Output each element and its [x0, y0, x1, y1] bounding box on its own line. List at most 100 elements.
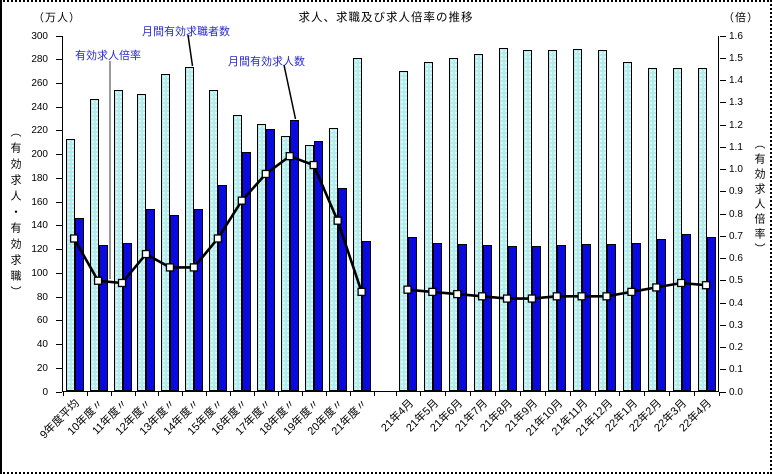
x-axis-tick [669, 392, 671, 396]
y-right-tick [720, 102, 726, 104]
y-right-tick [720, 191, 726, 193]
bar-openings [507, 246, 517, 391]
bar-seekers [209, 89, 219, 391]
bar-openings [557, 245, 567, 391]
y-left-tick-label: 20 [36, 362, 48, 374]
y-right-tick [720, 80, 726, 81]
bar-seekers [399, 70, 408, 391]
x-axis-tick [644, 392, 646, 396]
bar-seekers [353, 57, 363, 391]
bar-seekers [185, 67, 195, 391]
x-axis-tick [569, 392, 571, 396]
bar-seekers [137, 94, 147, 391]
x-axis-tick [694, 392, 696, 396]
y-left-tick-label: 80 [36, 291, 48, 303]
x-axis-tick [110, 392, 112, 396]
bar-openings [74, 217, 84, 391]
x-axis-tick [445, 392, 447, 396]
y-right-tick-label: 0.4 [729, 297, 743, 309]
bar-seekers [573, 49, 583, 391]
x-axis-tick [158, 392, 160, 396]
y-left-tick-label: 240 [31, 101, 48, 113]
plot-area [56, 35, 726, 396]
seekers-series-label: 月間有効求職者数 [142, 26, 230, 38]
x-axis-tick [470, 392, 472, 396]
bar-openings [706, 236, 716, 391]
bar-seekers [281, 135, 291, 391]
x-axis-tick [519, 392, 521, 396]
x-axis-tick [302, 392, 304, 396]
x-axis-tick [350, 392, 352, 396]
bar-openings [482, 245, 492, 391]
x-axis-tick [86, 392, 88, 396]
bar-seekers [697, 68, 707, 391]
y-right-tick-label: 1.5 [729, 52, 743, 64]
y-left-tick [56, 82, 62, 84]
bar-openings [582, 243, 592, 391]
x-axis-tick [719, 392, 720, 396]
left-axis-unit: （万人） [33, 12, 81, 24]
bar-seekers [329, 127, 339, 391]
left-axis-title: （有効求人・有効求職） [9, 126, 21, 302]
y-left-tick [56, 59, 62, 61]
x-axis-tick [420, 392, 422, 396]
y-left-tick-label: 120 [31, 244, 48, 256]
bar-openings [194, 209, 204, 391]
y-left-tick-label: 0 [42, 386, 48, 398]
x-axis-tick [374, 392, 376, 396]
y-left-tick [56, 154, 62, 156]
x-axis-tick [134, 392, 136, 396]
y-left-tick-label: 140 [31, 220, 48, 232]
y-right-tick [720, 146, 726, 148]
y-left-tick-label: 280 [31, 54, 48, 66]
x-axis-tick [63, 392, 64, 396]
y-right-tick-label: 0.8 [729, 208, 743, 220]
y-right-tick-label: 1.2 [729, 119, 743, 131]
y-left-tick [56, 177, 62, 179]
right-axis-unit: （倍） [723, 12, 759, 24]
x-axis-tick [278, 392, 280, 396]
y-right-tick-label: 0.6 [729, 253, 743, 264]
y-right-tick-label: 0.3 [729, 319, 743, 331]
bar-openings [432, 242, 442, 391]
chart-title: 求人、求職及び求人倍率の推移 [298, 12, 474, 24]
bar-openings [242, 152, 252, 391]
ratio-series-label: 有効求人倍率 [75, 50, 141, 62]
bar-openings [457, 243, 467, 391]
y-left-tick-label: 200 [31, 149, 48, 161]
y-left-tick-label: 220 [31, 125, 48, 137]
bar-seekers [305, 145, 315, 391]
y-right-tick [720, 57, 726, 59]
bar-seekers [257, 124, 267, 391]
bar-openings [98, 245, 108, 391]
y-right-tick-label: 0.0 [729, 386, 743, 398]
x-axis-tick [594, 392, 596, 396]
y-right-tick-label: 1.4 [729, 75, 743, 86]
bar-openings [314, 140, 324, 391]
y-right-tick [720, 235, 726, 237]
bar-seekers [423, 62, 433, 391]
y-right-tick [720, 391, 726, 393]
bar-openings [408, 236, 417, 391]
x-axis-tick [619, 392, 621, 396]
bar-openings [266, 128, 276, 391]
y-left-tick [56, 225, 62, 227]
x-axis-tick [206, 392, 208, 396]
y-right-tick [720, 258, 726, 259]
y-right-tick-label: 1.3 [729, 97, 743, 109]
y-left-tick-label: 180 [31, 172, 48, 184]
bar-openings [218, 184, 228, 391]
y-left-tick [56, 106, 62, 108]
y-left-tick [56, 391, 62, 393]
y-left-tick-label: 260 [31, 77, 48, 89]
bar-openings [656, 239, 666, 391]
y-left-tick [56, 130, 62, 132]
bar-openings [290, 120, 300, 391]
y-left-tick-label: 60 [36, 315, 48, 327]
x-axis-tick [326, 392, 328, 396]
y-left-tick [56, 367, 62, 369]
x-axis-tick [544, 392, 546, 396]
y-right-tick [720, 213, 726, 215]
y-left-tick-label: 160 [31, 196, 48, 208]
bar-openings [362, 241, 372, 391]
